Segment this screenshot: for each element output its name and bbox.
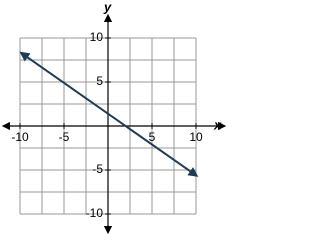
y-tick-label: 10 bbox=[90, 30, 104, 44]
y-tick-label: 5 bbox=[96, 74, 103, 88]
x-tick-label: 10 bbox=[189, 130, 203, 144]
y-tick-label: -10 bbox=[86, 206, 104, 220]
x-axis-label: x bbox=[213, 117, 222, 132]
x-tick-label: -10 bbox=[11, 130, 29, 144]
line bbox=[19, 51, 199, 177]
x-tick-label: -5 bbox=[59, 130, 70, 144]
y-tick-label: -5 bbox=[92, 162, 103, 176]
y-axis-label: y bbox=[103, 0, 112, 14]
